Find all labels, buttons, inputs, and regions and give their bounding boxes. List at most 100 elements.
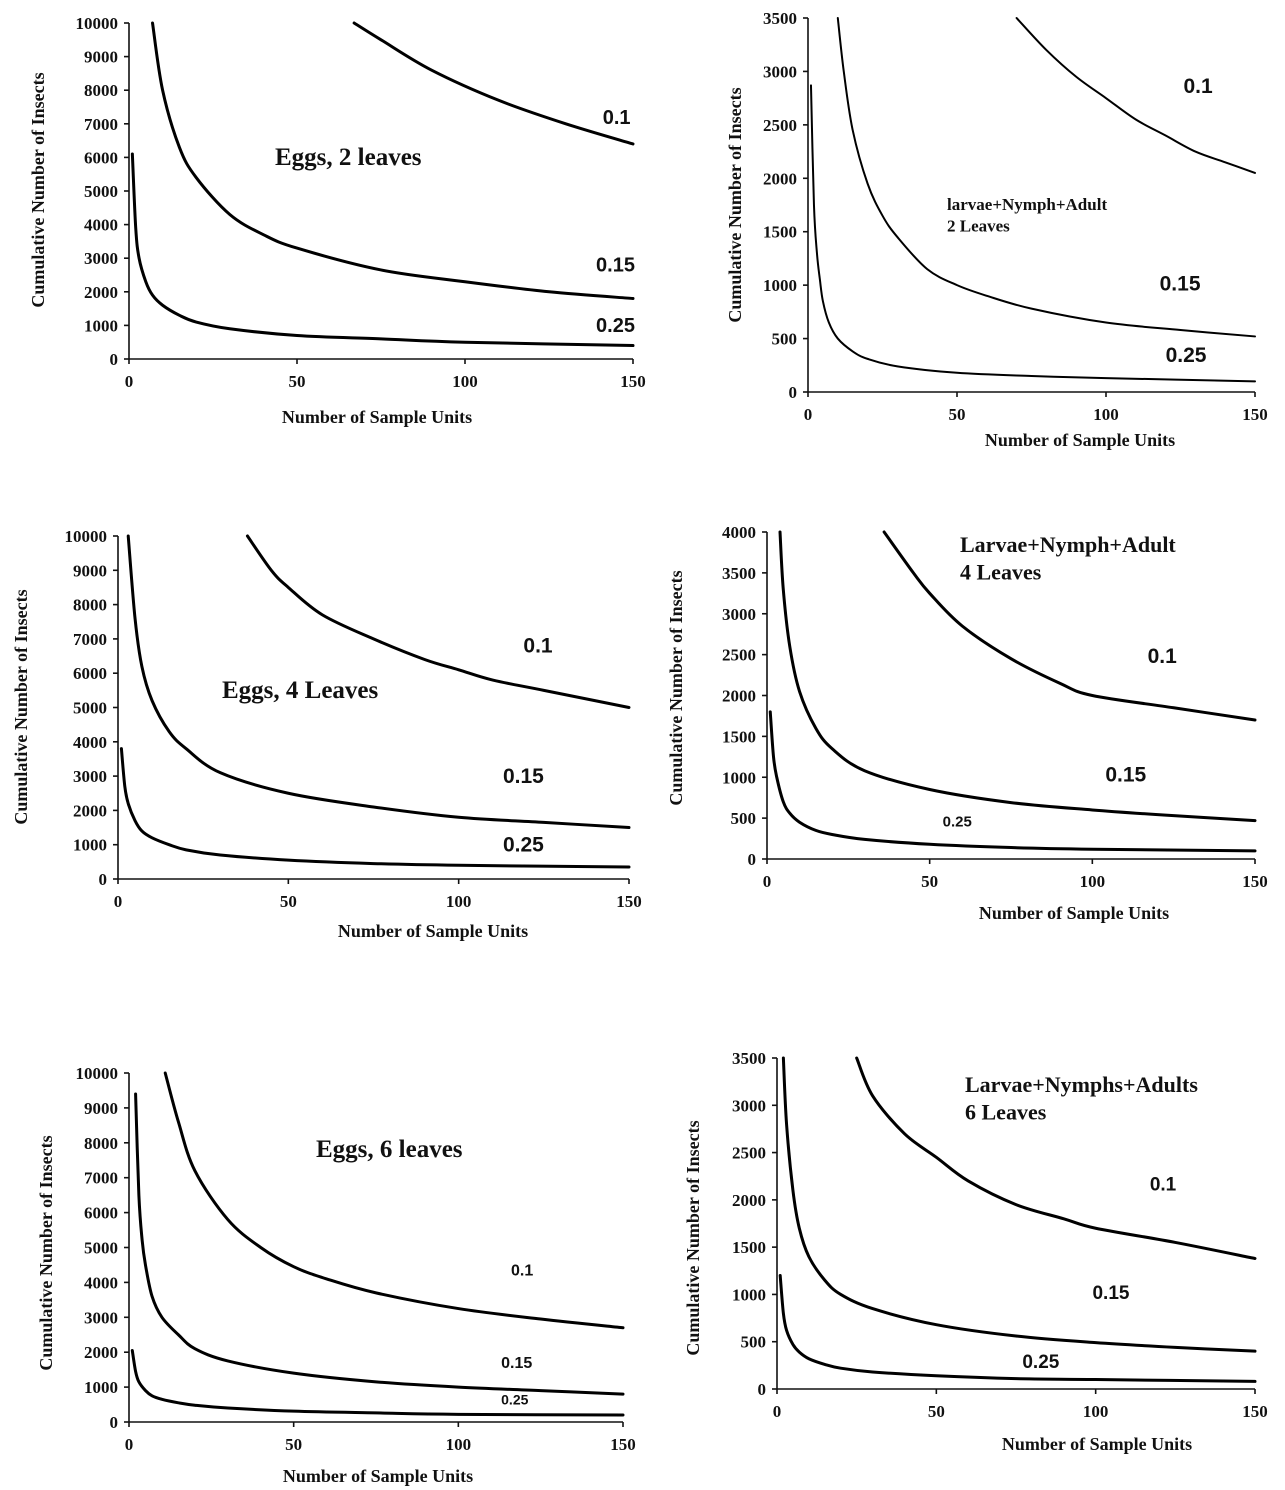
y-tick-label: 3000 <box>732 1096 766 1115</box>
x-tick-label: 0 <box>114 892 123 911</box>
panel-title-line: 4 Leaves <box>960 560 1042 585</box>
y-tick-label: 0 <box>758 1380 767 1399</box>
y-tick-label: 9000 <box>84 48 118 67</box>
y-tick-label: 9000 <box>84 1099 118 1118</box>
y-tick-label: 3000 <box>763 62 797 81</box>
y-tick-label: 500 <box>741 1333 767 1352</box>
series-line-0-15 <box>126 534 631 830</box>
y-tick-label: 2000 <box>84 283 118 302</box>
y-tick-label: 3500 <box>763 9 797 28</box>
y-tick-label: 5000 <box>84 1239 118 1258</box>
series-line-0-25 <box>809 84 1256 383</box>
panel-title: Larvae+Nymphs+Adults 6 Leaves <box>965 1072 1198 1125</box>
x-tick-label: 100 <box>446 892 472 911</box>
x-tick-label: 50 <box>289 372 306 391</box>
series-label: 0.1 <box>1148 645 1178 668</box>
x-tick-label: 0 <box>804 405 813 424</box>
series-line-0-25 <box>778 1274 1257 1383</box>
y-tick-label: 9000 <box>73 561 107 580</box>
series-label: 0.1 <box>603 107 631 129</box>
y-tick-label: 0 <box>110 350 119 369</box>
y-tick-label: 3000 <box>722 605 756 624</box>
y-axis-label: Cumulative Number of Insects <box>683 1120 703 1355</box>
y-tick-label: 1000 <box>732 1285 766 1304</box>
x-axis-label: Number of Sample Units <box>985 430 1175 450</box>
panel-title-line: Eggs, 2 leaves <box>275 144 422 171</box>
series-label: 0.1 <box>511 1262 533 1279</box>
y-tick-label: 3000 <box>84 1308 118 1327</box>
series-line-0-25 <box>768 710 1257 853</box>
series-label: 0.15 <box>503 765 544 788</box>
plot-area: 0100020003000400050006000700080009000100… <box>76 1064 636 1454</box>
plot-area: 0100020003000400050006000700080009000100… <box>65 527 642 911</box>
chart-larvae-2-leaves: Cumulative Number of Insects Number of S… <box>725 9 1268 450</box>
y-tick-label: 500 <box>772 330 798 349</box>
y-tick-label: 2500 <box>722 646 756 665</box>
plot-area: 0100020003000400050006000700080009000100… <box>76 14 646 391</box>
y-tick-label: 6000 <box>84 148 118 167</box>
x-tick-label: 50 <box>285 1435 302 1454</box>
x-tick-label: 0 <box>125 1435 134 1454</box>
y-tick-label: 1000 <box>84 316 118 335</box>
chart-eggs-6-leaves: Cumulative Number of Insects Number of S… <box>36 1064 636 1486</box>
y-axis-label: Cumulative Number of Insects <box>725 87 745 322</box>
panel-title: Eggs, 6 leaves <box>316 1136 463 1163</box>
y-tick-label: 2000 <box>73 801 107 820</box>
x-tick-label: 150 <box>620 372 646 391</box>
series-label: 0.25 <box>503 834 544 857</box>
y-tick-label: 4000 <box>722 523 756 542</box>
series-line-0-15 <box>836 17 1256 338</box>
panel-title: Eggs, 4 Leaves <box>222 677 379 704</box>
y-tick-label: 3500 <box>722 564 756 583</box>
y-tick-label: 10000 <box>65 527 108 546</box>
series-line-0-1 <box>163 1071 625 1330</box>
panel-title-line: larvae+Nymph+Adult <box>947 195 1107 214</box>
y-tick-label: 2500 <box>732 1144 766 1163</box>
y-tick-label: 0 <box>748 850 757 869</box>
series-line-0-1 <box>352 21 635 146</box>
x-tick-label: 100 <box>1080 872 1106 891</box>
y-tick-label: 1000 <box>722 768 756 787</box>
y-axis-label: Cumulative Number of Insects <box>28 72 48 307</box>
series-label: 0.25 <box>501 1392 528 1408</box>
x-tick-label: 50 <box>280 892 297 911</box>
series-line-0-1 <box>855 1056 1257 1260</box>
y-tick-label: 7000 <box>73 630 107 649</box>
y-tick-label: 10000 <box>76 1064 119 1083</box>
y-tick-label: 4000 <box>73 733 107 752</box>
series-label: 0.25 <box>943 813 972 830</box>
x-tick-label: 50 <box>949 405 966 424</box>
y-tick-label: 7000 <box>84 1169 118 1188</box>
y-tick-label: 1000 <box>73 836 107 855</box>
x-axis-label: Number of Sample Units <box>338 921 528 941</box>
y-tick-label: 7000 <box>84 115 118 134</box>
series-label: 0.15 <box>1160 272 1201 295</box>
panel-title-line: Eggs, 6 leaves <box>316 1136 463 1163</box>
panel-title-line: 6 Leaves <box>965 1100 1047 1125</box>
x-tick-label: 50 <box>921 872 938 891</box>
x-tick-label: 100 <box>452 372 478 391</box>
series-label: 0.25 <box>1166 344 1207 367</box>
y-tick-label: 1000 <box>84 1378 118 1397</box>
panel-title-line: Eggs, 4 Leaves <box>222 677 379 704</box>
panel-title: Larvae+Nymph+Adult 4 Leaves <box>960 532 1176 585</box>
x-tick-label: 0 <box>773 1402 782 1421</box>
y-tick-label: 8000 <box>84 81 118 100</box>
series-line-0-15 <box>151 21 635 301</box>
series-line-0-15 <box>778 530 1257 823</box>
series-label: 0.1 <box>1183 75 1213 98</box>
series-label: 0.15 <box>501 1355 532 1372</box>
series-label: 0.1 <box>1150 1174 1177 1195</box>
panel-title-line: Larvae+Nymph+Adult <box>960 532 1176 557</box>
y-tick-label: 3500 <box>732 1049 766 1068</box>
y-tick-label: 8000 <box>84 1134 118 1153</box>
panel-title: larvae+Nymph+Adult 2 Leaves <box>947 195 1107 235</box>
y-tick-label: 5000 <box>84 182 118 201</box>
series-line-0-25 <box>119 747 631 869</box>
x-tick-label: 0 <box>125 372 134 391</box>
series-line-0-1 <box>882 530 1257 722</box>
y-tick-label: 4000 <box>84 1273 118 1292</box>
y-axis-label: Cumulative Number of Insects <box>36 1135 56 1370</box>
panel-title-line: Larvae+Nymphs+Adults <box>965 1072 1198 1097</box>
x-tick-label: 100 <box>1083 1402 1109 1421</box>
